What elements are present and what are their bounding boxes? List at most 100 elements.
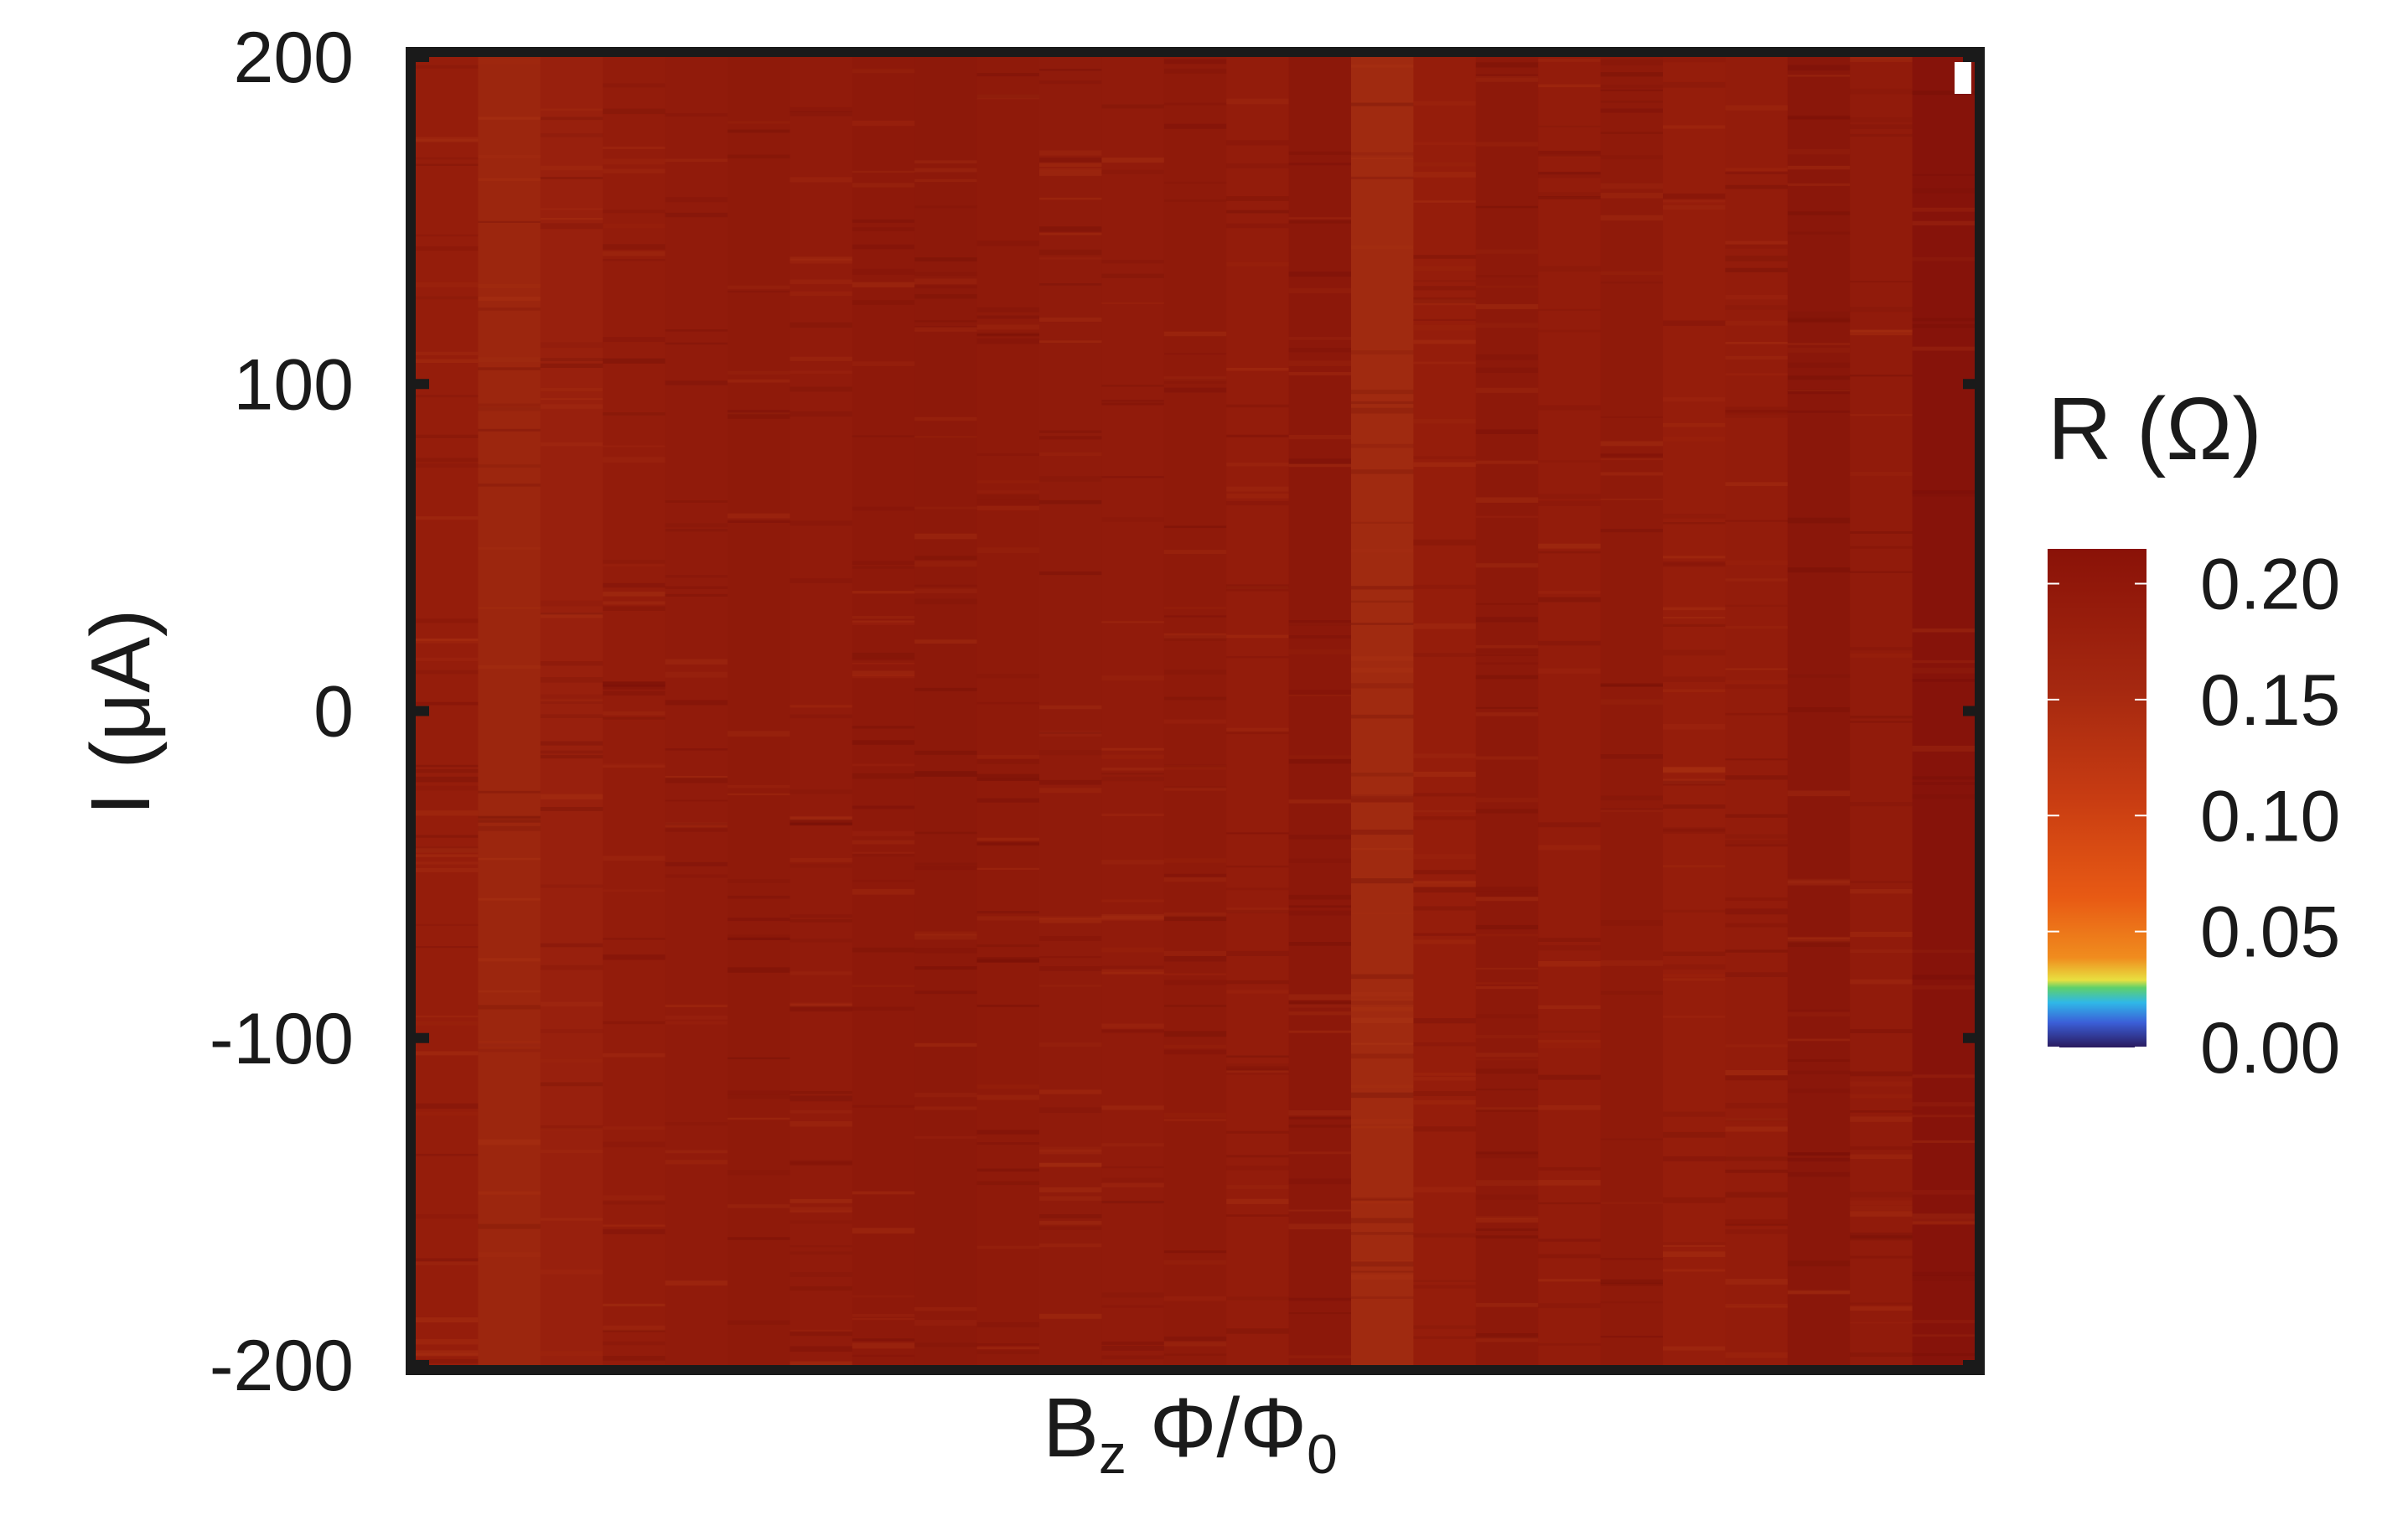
heatmap-row-stripe [1538,591,1601,594]
heatmap-row-stripe [1663,1244,1726,1247]
heatmap-row-stripe [1101,754,1164,759]
heatmap-row-stripe [1226,1296,1289,1301]
heatmap-row-stripe [1413,793,1476,797]
heatmap-row-stripe [728,731,790,737]
heatmap-row-stripe [416,854,479,857]
heatmap-row-stripe [1475,924,1539,930]
heatmap-row-stripe [540,701,603,704]
heatmap-row-stripe [1413,1325,1476,1329]
heatmap-row-stripe [1600,990,1663,995]
heatmap-row-stripe [852,1295,915,1298]
heatmap-row-stripe [1538,845,1601,851]
heatmap-row-stripe [603,445,665,447]
heatmap-row-stripe [1912,1140,1975,1143]
heatmap-row-stripe [914,1320,977,1326]
heatmap-row-stripe [1475,497,1539,503]
heatmap-row-stripe [1475,756,1539,760]
heatmap-row-stripe [1475,706,1539,709]
heatmap-row-stripe [665,799,728,802]
heatmap-row-stripe [665,1004,728,1007]
heatmap-row-stripe [914,326,977,331]
heatmap-row-stripe [1413,101,1476,106]
heatmap-row-stripe [540,884,603,888]
heatmap-row-stripe [603,1224,665,1227]
heatmap-row-stripe [1413,280,1476,282]
heatmap-row-stripe [1850,330,1913,336]
heatmap-row-stripe [1787,362,1851,368]
heatmap-row-stripe [1475,933,1539,937]
heatmap-row-stripe [1538,150,1601,157]
heatmap-row-stripe [976,499,1039,505]
heatmap-row-stripe [852,435,915,437]
heatmap-row-stripe [1787,389,1851,395]
heatmap-row-stripe [790,863,852,868]
heatmap-row-stripe [478,220,541,223]
heatmap-row-stripe [976,338,1039,344]
heatmap-row-stripe [1039,1214,1102,1218]
heatmap-row-stripe [1600,472,1663,476]
heatmap-row-stripe [416,657,479,662]
heatmap-row-stripe [1163,376,1227,381]
heatmap-row-stripe [1039,436,1102,440]
heatmap-row-stripe [1725,414,1788,418]
heatmap-row-stripe [1912,776,1975,780]
heatmap-row-stripe [1413,906,1476,911]
heatmap-row-stripe [728,410,790,413]
heatmap-row-stripe [1413,753,1476,758]
heatmap-row-stripe [1163,123,1227,129]
heatmap-row-stripe [976,911,1039,914]
heatmap-row-stripe [1413,887,1476,893]
heatmap-row-stripe [416,670,479,675]
heatmap-row-stripe [1787,318,1851,323]
heatmap-row-stripe [1226,1155,1289,1158]
heatmap-row-stripe [603,209,665,214]
heatmap-row-stripe [790,822,852,825]
heatmap-row-stripe [478,403,541,407]
heatmap-row-stripe [976,1347,1039,1350]
heatmap-row-stripe [1725,341,1788,344]
heatmap-row-stripe [1351,1198,1414,1204]
heatmap-row-stripe [1039,571,1102,576]
heatmap-row-stripe [1163,379,1227,384]
heatmap-row-stripe [1600,920,1663,926]
heatmap-row-stripe [976,332,1039,338]
heatmap-row-stripe [1413,462,1476,468]
colorbar-ticks: 0.20 0.15 0.10 0.05 0.00 [2048,545,2340,1089]
heatmap-row-stripe [1288,942,1351,946]
heatmap-row-stripe [1101,776,1164,782]
heatmap-row-stripe [1288,360,1351,366]
heatmap-row-stripe [1850,307,1913,313]
heatmap-row-stripe [914,533,977,540]
heatmap-row-stripe [728,285,790,289]
heatmap-row-stripe [1850,1110,1913,1113]
colorbar [2048,549,2146,1047]
heatmap-row-stripe [728,937,790,940]
heatmap-row-stripe [1288,1001,1351,1005]
heatmap-row-stripe [1351,667,1414,673]
heatmap-row-stripe [1226,140,1289,146]
heatmap-row-stripe [1663,607,1726,611]
heatmap-row-stripe [728,413,790,419]
heatmap-row-stripe [914,327,977,332]
heatmap-row-stripe [1787,1171,1851,1177]
heatmap-row-stripe [1288,1110,1351,1116]
heatmap-row-stripe [1912,1102,1975,1107]
heatmap-row-stripe [1101,621,1164,623]
heatmap-row-stripe [1850,531,1913,534]
heatmap-row-stripe [914,168,977,173]
x-label-rest: Φ/Φ [1126,1381,1307,1475]
heatmap-row-stripe [1163,915,1227,922]
heatmap-row-stripe [1288,620,1351,626]
heatmap-row-stripe [976,240,1039,246]
heatmap-row-stripe [540,661,603,666]
heatmap-row-stripe [1351,847,1414,851]
heatmap-row-stripe [1475,1109,1539,1112]
heatmap-row-stripe [540,387,603,392]
heatmap-row-stripe [416,1051,479,1056]
heatmap-row-stripe [790,578,852,583]
heatmap-row-stripe [1163,1353,1227,1356]
heatmap-row-stripe [1163,199,1227,202]
heatmap-row-stripe [1226,196,1289,201]
heatmap-row-stripe [1725,1069,1788,1076]
heatmap-row-stripe [976,505,1039,511]
